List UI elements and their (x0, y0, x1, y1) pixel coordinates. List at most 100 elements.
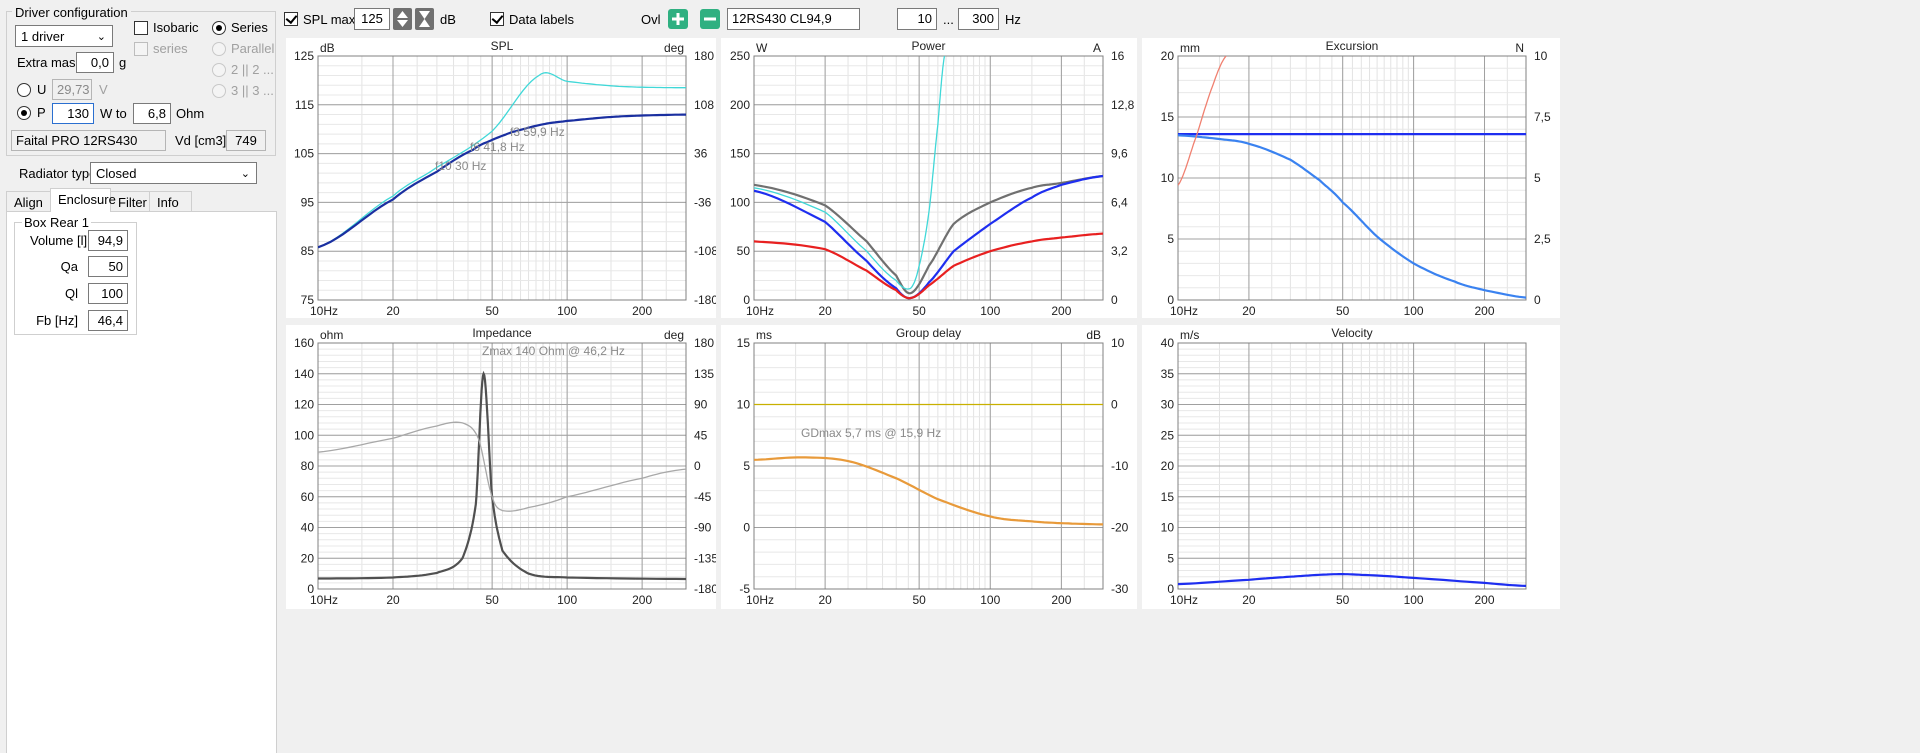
y-tick-label: 75 (301, 293, 315, 307)
parallel-radio[interactable] (212, 42, 226, 56)
y-right-tick-label: 10 (1534, 49, 1548, 63)
ovl-label: Ovl (641, 12, 661, 27)
x-tick-label: 100 (1404, 593, 1424, 607)
series-line-0 (318, 72, 686, 248)
y-right-tick-label: 7,5 (1534, 110, 1551, 124)
overlay-name-input[interactable]: 12RS430 CL94,9 (727, 8, 860, 30)
spin-updown-button[interactable] (393, 8, 412, 30)
y-right-tick-label: 108 (694, 98, 714, 112)
series-line-2 (754, 56, 946, 290)
vd-field[interactable]: 749 (226, 130, 266, 151)
chart-annotation: Zmax 140 Ohm @ 46,2 Hz (482, 344, 625, 358)
y-tick-label: 200 (730, 98, 750, 112)
series-line-2 (1178, 56, 1227, 186)
impedance-chart: Impedance ohm deg 160 140 120 100 80 60 40 20 0 180 1… (286, 325, 716, 609)
y-right-tick-label: 0 (694, 459, 701, 473)
y-tick-label: 5 (1167, 232, 1174, 246)
y-right-tick-label: 36 (694, 147, 708, 161)
y-tick-label: 125 (294, 49, 314, 63)
ql-input[interactable]: 100 (88, 283, 128, 304)
remove-overlay-button[interactable] (700, 9, 720, 29)
spl-chart: SPL dB deg 125 115 105 95 85 75 180 108 36 -36 -108 -1… (286, 38, 716, 318)
hz-range-separator: ... (943, 12, 954, 27)
radiator-type-select[interactable]: Closed ⌄ (90, 162, 257, 184)
chevron-down-icon: ⌄ (240, 168, 250, 180)
y-right-tick-label: 180 (694, 336, 714, 350)
fb-input[interactable]: 46,4 (88, 310, 128, 331)
y-right-tick-label: -10 (1111, 459, 1129, 473)
series-line-0 (1178, 573, 1526, 587)
drivers-count-select[interactable]: 1 driver ⌄ (15, 25, 113, 47)
series-sub-checkbox[interactable] (134, 42, 148, 56)
y-tick-label: 20 (1161, 49, 1175, 63)
x-tick-label: 10Hz (1170, 304, 1198, 318)
x-tick-label: 200 (1051, 593, 1071, 607)
y-right-tick-label: 90 (694, 398, 708, 412)
isobaric-checkbox[interactable] (134, 21, 148, 35)
hz-to-input[interactable]: 300 (958, 8, 999, 30)
right-unit-label: deg (664, 41, 684, 55)
x-tick-label: 10Hz (310, 304, 338, 318)
power-input[interactable]: 130 (52, 103, 94, 124)
x-tick-label: 50 (912, 593, 926, 607)
extra-mass-input[interactable]: 0,0 (76, 52, 114, 73)
series-radio-label: Series (231, 20, 268, 35)
data-labels-checkbox[interactable] (490, 12, 504, 26)
y-tick-label: 140 (294, 367, 314, 381)
tab-info[interactable]: Info (149, 191, 192, 211)
x-tick-label: 100 (980, 593, 1000, 607)
y-tick-label: 5 (1167, 551, 1174, 565)
x-tick-label: 10Hz (746, 304, 774, 318)
minus-icon (704, 17, 716, 21)
driver-name-field[interactable]: Faital PRO 12RS430 (11, 130, 166, 151)
config-3-radio[interactable] (212, 84, 226, 98)
fb-label: Fb [Hz] (36, 313, 78, 328)
hz-from-input[interactable]: 10 (897, 8, 937, 30)
y-tick-label: 30 (1161, 398, 1175, 412)
add-overlay-button[interactable] (668, 9, 688, 29)
x-tick-label: 50 (485, 304, 499, 318)
y-tick-label: 25 (1161, 428, 1175, 442)
spl-max-input[interactable]: 125 (354, 8, 390, 30)
impedance-input[interactable]: 6,8 (133, 103, 171, 124)
voltage-input[interactable]: 29,73 (52, 79, 92, 100)
hourglass-icon (419, 11, 430, 27)
tab-enclosure[interactable]: Enclosure (50, 188, 116, 212)
power-label: P (37, 105, 46, 120)
plot-frame (317, 55, 687, 301)
series-radio[interactable] (212, 21, 226, 35)
left-unit-label: ohm (320, 328, 343, 342)
vd-label: Vd [cm3] (175, 133, 227, 148)
spin-range-button[interactable] (415, 8, 434, 30)
config-3-label: 3 || 3 ... (231, 83, 274, 98)
x-tick-label: 10Hz (310, 593, 338, 607)
y-right-tick-label: 45 (694, 428, 708, 442)
chart-annotation: f3 59,9 Hz (510, 125, 565, 139)
y-right-tick-label: -135 (694, 551, 716, 565)
y-tick-label: 35 (1161, 367, 1175, 381)
box-rear-title: Box Rear 1 (22, 215, 92, 230)
x-tick-label: 20 (1242, 304, 1256, 318)
x-tick-label: 200 (632, 593, 652, 607)
config-2-radio[interactable] (212, 63, 226, 77)
power-radio[interactable] (17, 106, 31, 120)
plot-frame (1177, 342, 1527, 590)
driver-config-title: Driver configuration (12, 5, 131, 20)
y-right-tick-label: -20 (1111, 521, 1129, 535)
left-unit-label: ms (756, 328, 772, 342)
series-line-1 (318, 421, 686, 512)
x-tick-label: 100 (557, 593, 577, 607)
chart-title: Impedance (472, 326, 532, 340)
x-tick-label: 10Hz (746, 593, 774, 607)
volume-input[interactable]: 94,9 (88, 230, 128, 251)
tab-filter[interactable]: Filter (110, 191, 150, 211)
qa-label: Qa (60, 259, 78, 274)
spl-max-checkbox[interactable] (284, 12, 298, 26)
qa-input[interactable]: 50 (88, 256, 128, 277)
voltage-radio[interactable] (17, 83, 31, 97)
tab-align[interactable]: Align (6, 191, 51, 211)
up-down-arrows-icon (397, 11, 408, 27)
y-tick-label: 250 (730, 49, 750, 63)
y-right-tick-label: -180 (694, 582, 716, 596)
